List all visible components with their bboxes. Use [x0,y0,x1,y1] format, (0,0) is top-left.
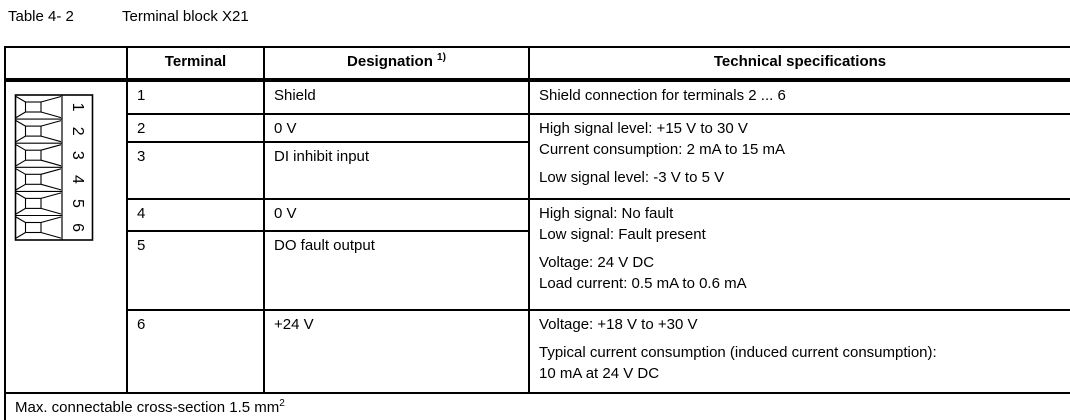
table-row: 2 0 V High signal level: +15 V to 30 V C… [5,113,1070,200]
terminal-contact-1 [15,95,62,120]
table-row: 3 DI inhibit input [5,141,1070,200]
table-row: 6 +24 V Voltage: +18 V to +30 V Typical … [5,309,1070,394]
terminal-number-4: 4 [69,175,86,184]
designation-cell-4: 0 V [263,198,530,232]
header-terminal: Terminal [126,46,265,82]
spec-paragraph: Voltage: +18 V to +30 V [539,316,698,333]
designation-cell-6: +24 V [263,309,530,394]
table-footer-row: Max. connectable cross-section 1.5 mm2 [4,392,1070,420]
designation-cell-5: DO fault output [263,230,530,311]
terminal-number-1: 1 [69,103,86,112]
terminal-number-6: 6 [69,223,86,232]
table-title: Terminal block X21 [122,8,249,25]
spec-paragraph: High signal: No fault Low signal: Fault … [539,205,706,243]
designation-cell-1: Shield [263,79,530,115]
terminal-contact-3 [15,144,62,168]
terminal-contact-5 [15,192,62,217]
header-designation: Designation 1) [263,46,530,82]
terminal-cell-5: 5 [126,230,265,311]
terminal-block-illustration-cell: 1 2 3 4 5 6 [4,79,128,394]
spec-paragraph: Typical current consumption (induced cur… [539,344,937,382]
terminal-contact-4 [15,168,62,192]
terminal-number-3: 3 [69,151,86,160]
table-row: 5 DO fault output [5,230,1070,311]
footnote-marker: 1) [437,52,446,63]
header-illustration-cell [4,46,128,82]
spec-cell-rows4-5: High signal: No fault Low signal: Fault … [528,198,1070,311]
terminal-cell-2: 2 [126,113,265,143]
terminal-cell-6: 6 [126,309,265,394]
terminal-cell-1: 1 [126,79,265,115]
terminal-contact-6 [15,216,62,239]
footer-note: Max. connectable cross-section 1.5 mm2 [4,392,1070,420]
terminal-block-table: Terminal Designation 1) Technical specif… [4,46,1070,420]
superscript-2: 2 [279,398,285,409]
table-row: 1 2 3 4 5 6 1 Shield Shield connection f… [4,79,1070,394]
spec-paragraph: High signal level: +15 V to 30 V Current… [539,120,785,158]
table-row: 4 0 V High signal: No fault Low signal: … [5,198,1070,311]
spec-cell-row6: Voltage: +18 V to +30 V Typical current … [528,309,1070,394]
spec-cell-rows2-3: High signal level: +15 V to 30 V Current… [528,113,1070,200]
terminal-block-x21-drawing: 1 2 3 4 5 6 [14,94,94,241]
designation-cell-2: 0 V [263,113,530,143]
spec-cell-row1: Shield connection for terminals 2 ... 6 [528,79,1070,115]
terminal-cell-4: 4 [126,198,265,232]
spec-paragraph: Low signal level: -3 V to 5 V [539,169,725,186]
spec-paragraph: Voltage: 24 V DC Load current: 0.5 mA to… [539,254,747,292]
table-number: Table 4- 2 [8,8,74,25]
terminal-contact-2 [15,120,62,144]
header-technical-specifications: Technical specifications [528,46,1070,82]
terminal-number-5: 5 [69,199,86,208]
table-caption: Table 4- 2 Terminal block X21 [0,0,1070,25]
terminal-cell-3: 3 [126,141,265,200]
designation-cell-3: DI inhibit input [263,141,530,200]
table-header-row: Terminal Designation 1) Technical specif… [4,46,1070,82]
terminal-number-2: 2 [69,127,86,136]
